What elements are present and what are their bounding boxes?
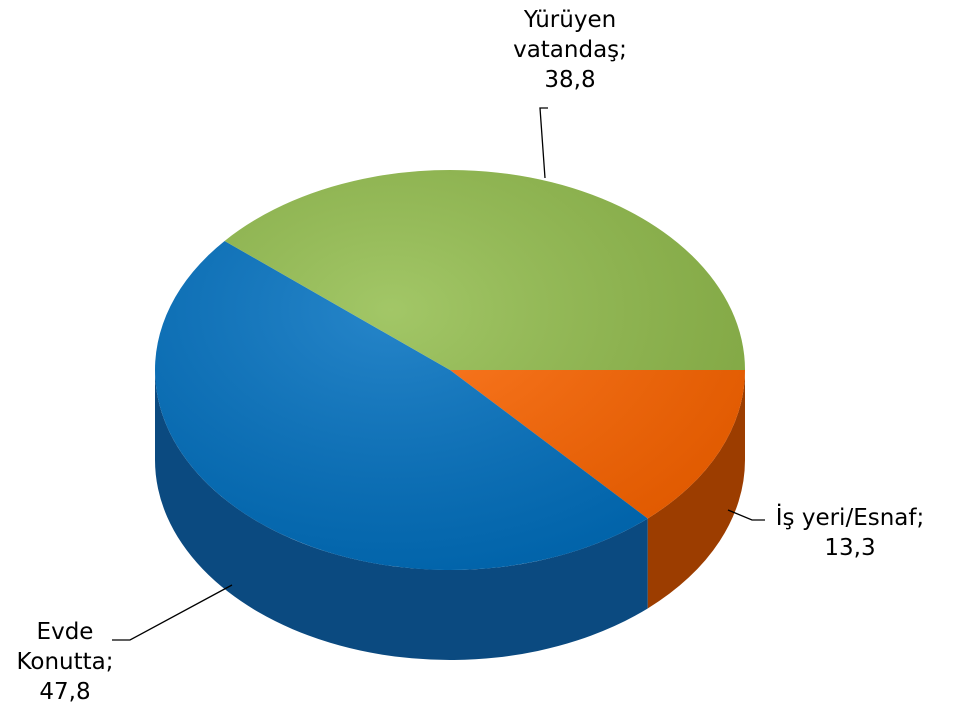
value-label: 13,3: [824, 535, 876, 561]
data-label: Yürüyen vatandaş; 38,8: [490, 5, 650, 95]
category-label: Yürüyen vatandaş: [513, 7, 620, 63]
label-separator: ;: [105, 649, 114, 675]
leader-line: [539, 107, 548, 179]
data-label: İş yeri/Esnaf; 13,3: [745, 503, 955, 563]
category-label: Evde Konutta: [16, 619, 106, 675]
data-label: Evde Konutta; 47,8: [0, 617, 130, 707]
label-separator: ;: [916, 505, 925, 531]
value-label: 47,8: [39, 679, 91, 705]
leader-line: [727, 509, 765, 521]
value-label: 38,8: [544, 67, 596, 93]
slice-side: [155, 370, 648, 660]
leader-line: [112, 584, 233, 641]
label-separator: ;: [619, 37, 627, 63]
category-label: İş yeri/Esnaf: [775, 505, 917, 531]
